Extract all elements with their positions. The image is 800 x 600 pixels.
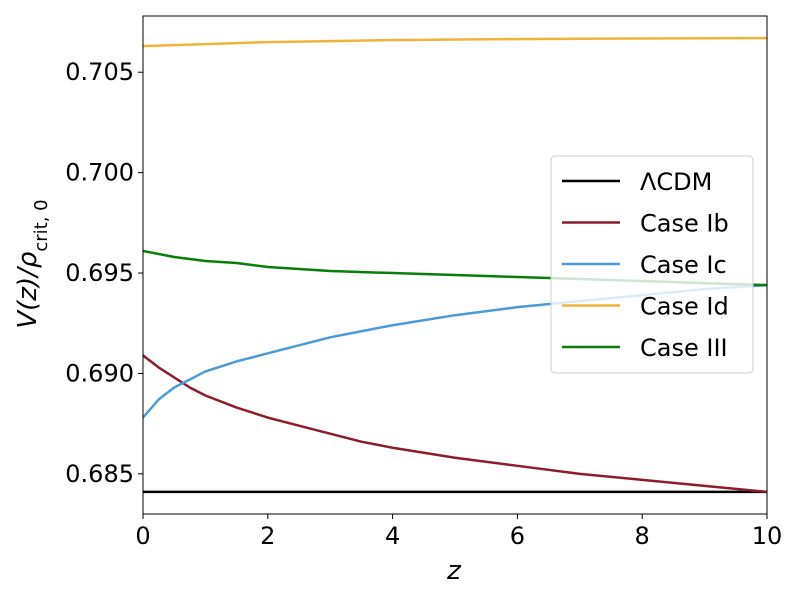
y-axis-label-main: V(z)/ρ <box>13 251 43 328</box>
legend-box <box>550 155 754 374</box>
legend-label-case-ib: Case Ib <box>640 210 729 238</box>
x-tick-label: 10 <box>752 522 783 550</box>
y-tick-label: 0.690 <box>65 359 134 387</box>
y-tick-label: 0.700 <box>65 159 134 187</box>
legend-label-cdm: ΛCDM <box>640 168 712 196</box>
x-tick-label: 2 <box>260 522 275 550</box>
series-line-case-id <box>143 36 767 48</box>
y-axis-label-sub: crit, 0 <box>31 199 52 251</box>
plot-frame <box>142 15 768 515</box>
plot-content <box>143 36 767 494</box>
legend: ΛCDM Case Ib Case Ic Case Id Case III <box>550 155 754 374</box>
y-axis-label: V(z)/ρcrit, 0 <box>13 199 52 328</box>
axes: 0 2 4 6 8 10 0.685 0.690 0.695 0.700 0.705 <box>65 15 783 550</box>
y-tick-label: 0.695 <box>65 259 134 287</box>
y-tick-label: 0.705 <box>65 58 134 86</box>
legend-label-case-id: Case Id <box>640 293 729 321</box>
x-tick-label: 6 <box>510 522 525 550</box>
x-tick-label: 0 <box>135 522 150 550</box>
x-tick-label: 4 <box>385 522 400 550</box>
x-tick-label: 8 <box>635 522 650 550</box>
legend-label-case-iii: Case III <box>640 334 728 362</box>
series-line-case-ib <box>143 354 767 494</box>
legend-label-case-ic: Case Ic <box>640 251 727 279</box>
y-tick-label: 0.685 <box>65 460 134 488</box>
x-axis-label: z <box>446 556 462 586</box>
